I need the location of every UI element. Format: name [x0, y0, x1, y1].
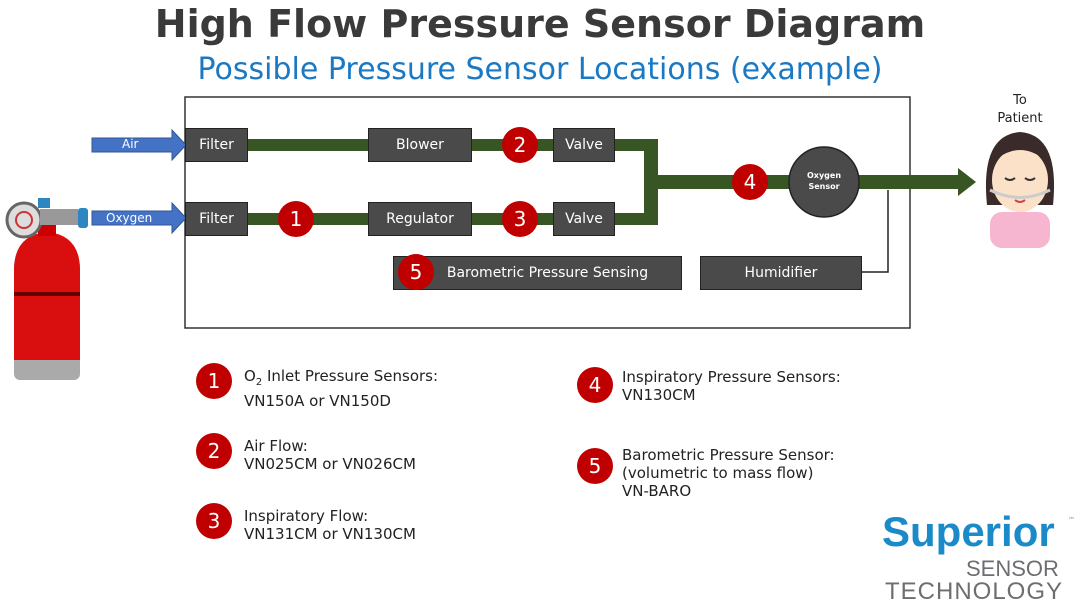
legend-4-detail: VN130CM: [622, 386, 696, 404]
filter-oxygen-block: Filter: [185, 202, 248, 236]
oxygen-tank-icon: [5, 198, 88, 380]
oxygen-sensor: [788, 146, 860, 218]
to-patient-label: To Patient: [980, 92, 1060, 128]
legend-item-5: Barometric Pressure Sensor: (volumetric …: [622, 446, 835, 500]
air-arrow: [91, 128, 187, 162]
legend-5-note: (volumetric to mass flow): [622, 464, 814, 482]
regulator-block: Regulator: [368, 202, 472, 236]
filter-air-block: Filter: [185, 128, 248, 162]
legend-3-detail: VN131CM or VN130CM: [244, 525, 416, 543]
legend-5-title: Barometric Pressure Sensor:: [622, 446, 835, 464]
oxygen-sensor-label: Oxygen Sensor: [789, 170, 859, 192]
oxygen-arrow: [91, 201, 187, 235]
air-label: Air: [122, 137, 139, 151]
logo-superior: Superior: [882, 508, 1055, 555]
valve-air-block: Valve: [553, 128, 615, 162]
legend-item-1: O2 Inlet Pressure Sensors: VN150A or VN1…: [244, 367, 438, 410]
page-title: High Flow Pressure Sensor Diagram: [154, 2, 926, 46]
legend-2-detail: VN025CM or VN026CM: [244, 455, 416, 473]
legend-item-2: Air Flow: VN025CM or VN026CM: [244, 437, 416, 473]
patient-icon: [985, 132, 1055, 248]
humidifier-block: Humidifier: [700, 256, 862, 290]
legend-2-title: Air Flow:: [244, 437, 308, 455]
o2-o: O: [244, 367, 256, 385]
legend-marker-3: 3: [196, 503, 232, 539]
legend-3-title: Inspiratory Flow:: [244, 507, 369, 525]
valve-oxygen-block: Valve: [553, 202, 615, 236]
barometric-block: Barometric Pressure Sensing: [393, 256, 682, 290]
marker-2: 2: [502, 127, 538, 163]
oxygen-label: Oxygen: [106, 211, 153, 225]
to-patient-line2: Patient: [997, 111, 1043, 126]
page-subtitle: Possible Pressure Sensor Locations (exam…: [197, 52, 883, 87]
legend-item-4: Inspiratory Pressure Sensors: VN130CM: [622, 368, 841, 404]
logo-sensor: SENSOR: [966, 556, 1059, 581]
legend-marker-2: 2: [196, 433, 232, 469]
legend-marker-4: 4: [577, 367, 613, 403]
oxygen-sensor-line2: Sensor: [808, 182, 840, 191]
marker-3: 3: [502, 201, 538, 237]
blower-block: Blower: [368, 128, 472, 162]
marker-4: 4: [732, 164, 768, 200]
legend-marker-5: 5: [577, 448, 613, 484]
legend-1-title: Inlet Pressure Sensors:: [262, 367, 439, 385]
oxygen-sensor-line1: Oxygen: [806, 171, 842, 180]
legend-4-title: Inspiratory Pressure Sensors:: [622, 368, 841, 386]
logo-tm: ™: [1068, 516, 1075, 524]
legend-1-detail: VN150A or VN150D: [244, 392, 391, 410]
o2-sub: 2: [255, 377, 263, 388]
legend-5-detail: VN-BARO: [622, 482, 692, 500]
marker-5: 5: [398, 254, 434, 290]
logo-technology: TECHNOLOGY: [885, 578, 1064, 605]
humidifier-line: [862, 190, 889, 273]
legend-marker-1: 1: [196, 363, 232, 399]
legend-item-3: Inspiratory Flow: VN131CM or VN130CM: [244, 507, 416, 543]
to-patient-line1: To: [1013, 93, 1027, 108]
marker-1: 1: [278, 201, 314, 237]
